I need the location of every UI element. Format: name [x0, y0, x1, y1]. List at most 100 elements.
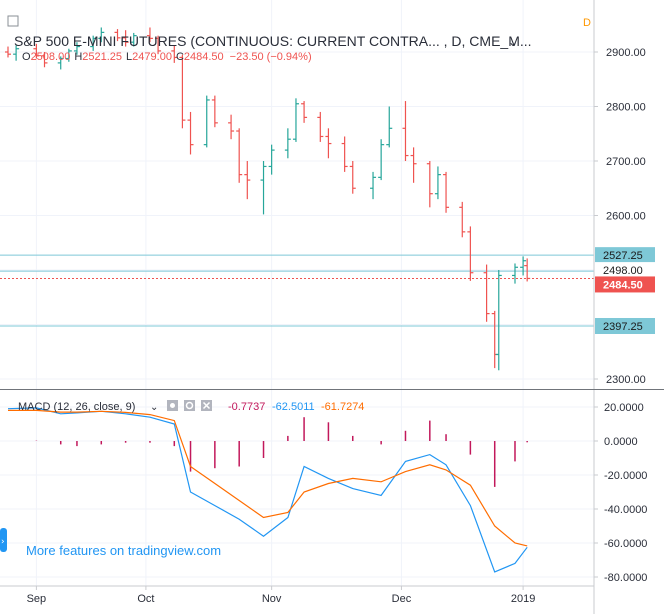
macd-lines[interactable]	[7, 407, 528, 573]
candle-26[interactable]	[301, 101, 308, 123]
macd-line-value: -62.5011	[272, 401, 315, 413]
ohlc-readout: O2508.00 H2521.25 L2479.00 C2484.50 −23.50 (…	[22, 51, 312, 63]
ohlc-low: 2479.00	[132, 51, 172, 63]
candle-13[interactable]	[155, 35, 162, 55]
settings-gear-icon[interactable]	[184, 400, 195, 411]
candle-43[interactable]	[495, 270, 502, 371]
candle-38[interactable]	[443, 171, 450, 213]
candle-41[interactable]	[483, 264, 490, 322]
corner-badge: D	[583, 17, 591, 29]
macd-tick-3: -40.0000	[604, 504, 647, 516]
candle-24[interactable]	[284, 128, 291, 159]
price-tick-2: 2700.00	[606, 156, 646, 168]
price-tag-label: 2397.25	[603, 321, 643, 333]
candle-0[interactable]	[5, 46, 11, 58]
candle-37[interactable]	[434, 166, 441, 200]
candle-19[interactable]	[228, 114, 235, 140]
candle-27[interactable]	[317, 111, 324, 142]
candle-21[interactable]	[244, 161, 251, 200]
candle-30[interactable]	[349, 161, 356, 194]
candlestick-series[interactable]	[5, 27, 531, 371]
price-tick-1: 2800.00	[606, 102, 646, 114]
candle-8[interactable]	[98, 27, 105, 43]
candle-45[interactable]	[520, 256, 527, 276]
signal-line[interactable]	[8, 409, 528, 547]
price-tag-bg	[595, 262, 655, 279]
price-tag-1: 2498.00	[595, 262, 655, 279]
candle-36[interactable]	[426, 161, 433, 208]
candle-40[interactable]	[467, 226, 474, 281]
candle-28[interactable]	[325, 128, 332, 159]
symbol-header[interactable]: S&P 500 E-MINI FUTURES (CONTINUOUS: CURR…	[7, 15, 591, 49]
macd-hist-value: -0.7737	[228, 401, 265, 413]
candle-34[interactable]	[402, 101, 409, 161]
candle-46[interactable]	[524, 258, 531, 282]
candle-29[interactable]	[341, 136, 348, 172]
candle-17[interactable]	[203, 95, 210, 148]
macd-tick-4: -60.0000	[604, 538, 647, 550]
time-tick-4: 2019	[511, 593, 535, 605]
candle-6[interactable]	[73, 42, 80, 55]
side-panel-tab[interactable]	[0, 528, 7, 552]
ohlc-change: −23.50 (−0.94%)	[230, 51, 312, 63]
candle-22[interactable]	[260, 161, 267, 215]
price-tag-bg	[595, 317, 655, 334]
candle-2[interactable]	[33, 43, 40, 59]
candle-9[interactable]	[114, 29, 121, 42]
side-panel-arrow-icon[interactable]: ›	[1, 537, 5, 547]
candle-10[interactable]	[122, 30, 129, 47]
ohlc-close: 2484.50	[184, 51, 224, 63]
time-tick-2: Nov	[262, 593, 282, 605]
candle-25[interactable]	[292, 98, 299, 142]
ohlc-close-label: C	[176, 51, 184, 63]
ohlc-low-label: L	[126, 51, 132, 63]
macd-chevron-icon[interactable]: ⌄	[150, 402, 158, 413]
candle-14[interactable]	[171, 45, 178, 63]
macd-tick-2: -20.0000	[604, 470, 647, 482]
candle-7[interactable]	[90, 35, 97, 51]
price-axis[interactable]: 2900.00 2800.00 2700.00 2600.00 2300.00	[594, 47, 646, 386]
time-tick-0: Sep	[27, 593, 47, 605]
candle-3[interactable]	[41, 52, 48, 68]
macd-histogram[interactable]	[8, 417, 528, 487]
candle-1[interactable]	[13, 45, 20, 61]
symbol-title: S&P 500 E-MINI FUTURES (CONTINUOUS: CURR…	[14, 33, 532, 49]
candle-15[interactable]	[179, 54, 186, 129]
price-tags: 2527.25 2498.00 2484.50 2397.25	[595, 247, 655, 334]
gear-icon-ring	[185, 401, 194, 410]
candle-5[interactable]	[65, 48, 72, 62]
price-gridlines	[0, 0, 594, 586]
price-tag-label: 2498.00	[603, 265, 643, 277]
price-tag-bg	[595, 276, 655, 293]
price-tick-4: 2300.00	[606, 374, 646, 386]
candle-18[interactable]	[211, 95, 218, 128]
time-axis[interactable]: Sep Oct Nov Dec 2019	[27, 586, 536, 605]
price-tag-bg	[595, 247, 655, 264]
price-tag-label: 2484.50	[603, 279, 643, 291]
macd-legend[interactable]: MACD (12, 26, close, 9) ⌄ -0.7737 -62.50…	[18, 400, 364, 413]
collapse-toggle-icon[interactable]	[7, 15, 19, 27]
candle-35[interactable]	[410, 147, 417, 183]
candle-11[interactable]	[130, 32, 137, 47]
candle-23[interactable]	[268, 144, 275, 175]
candle-16[interactable]	[187, 111, 194, 155]
candle-33[interactable]	[386, 106, 393, 148]
candle-12[interactable]	[146, 27, 153, 43]
ohlc-open: 2508.00	[31, 51, 71, 63]
macd-title: MACD (12, 26, close, 9)	[18, 401, 135, 413]
candle-4[interactable]	[57, 56, 64, 70]
candle-44[interactable]	[511, 263, 518, 284]
macd-signal-value: -61.7274	[321, 401, 364, 413]
watermark-link[interactable]: More features on tradingview.com	[26, 543, 221, 558]
macd-axis[interactable]: 20.0000 0.0000 -20.0000 -40.0000 -60.0000 -80…	[594, 402, 647, 584]
macd-tick-5: -80.0000	[604, 572, 647, 584]
candle-20[interactable]	[236, 128, 243, 183]
candle-31[interactable]	[370, 171, 377, 200]
title-chevron-icon[interactable]: ⌄	[508, 35, 518, 49]
candle-32[interactable]	[378, 139, 385, 181]
price-tag-label: 2527.25	[603, 250, 643, 262]
price-tag-0: 2527.25	[595, 247, 655, 264]
candle-39[interactable]	[459, 201, 466, 238]
